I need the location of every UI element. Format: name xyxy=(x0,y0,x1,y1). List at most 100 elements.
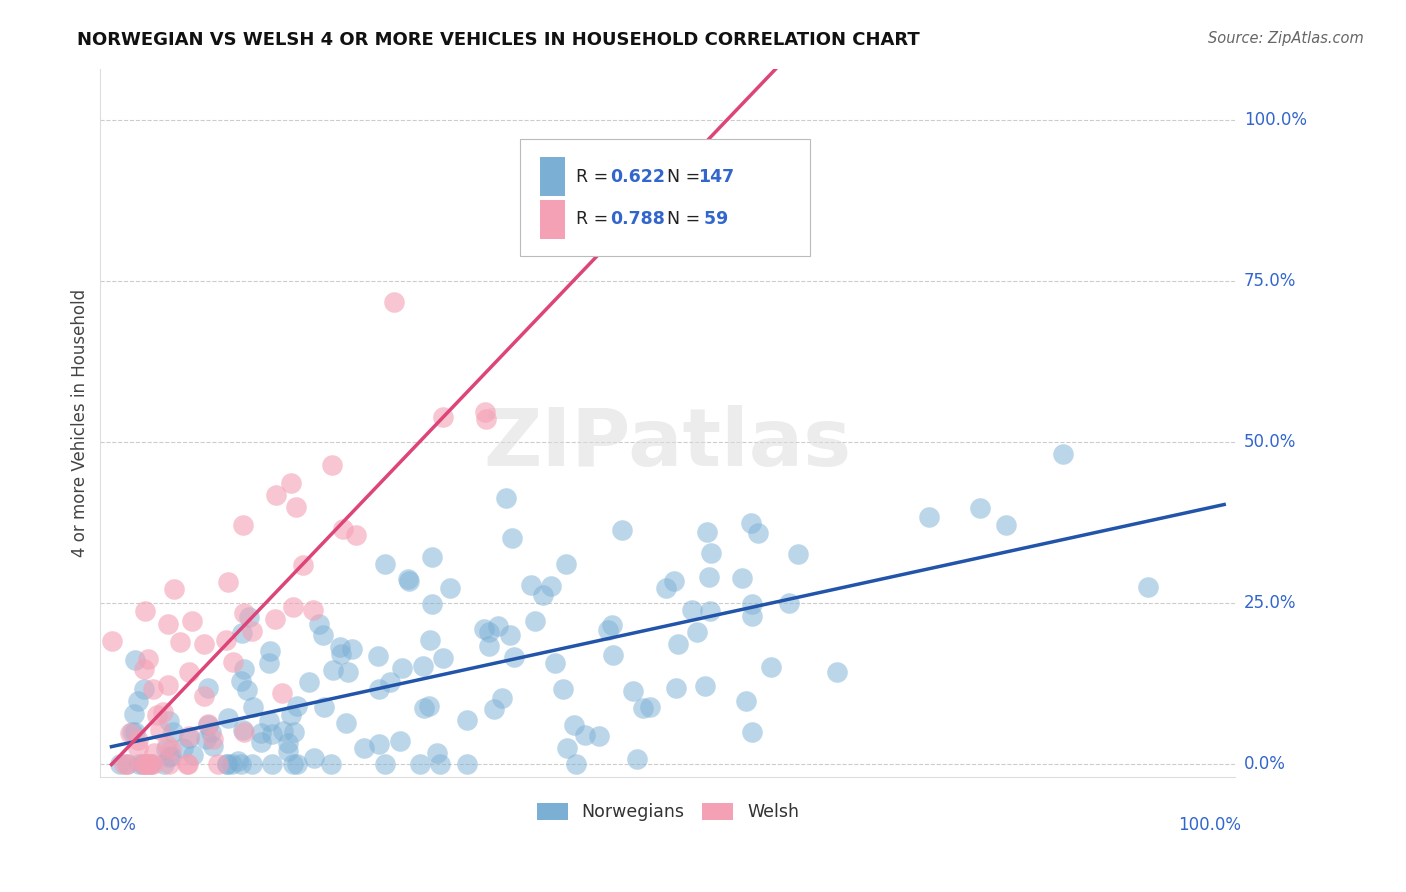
Point xyxy=(759,660,782,674)
Point xyxy=(332,522,354,536)
Point xyxy=(374,756,396,771)
Point xyxy=(177,729,200,743)
Point xyxy=(335,716,357,731)
Point xyxy=(179,665,201,680)
Point xyxy=(157,756,180,771)
Point xyxy=(1136,581,1159,595)
Point xyxy=(321,756,343,771)
Point xyxy=(157,714,180,728)
Point xyxy=(121,724,143,739)
Point xyxy=(118,726,141,740)
Point xyxy=(412,701,434,715)
Point xyxy=(277,744,299,758)
Point xyxy=(108,756,131,771)
Point xyxy=(128,756,150,771)
Point xyxy=(200,724,222,739)
Point xyxy=(322,663,344,677)
Point xyxy=(456,756,478,771)
Point xyxy=(240,624,263,638)
Point xyxy=(207,756,229,771)
Point xyxy=(201,739,224,753)
Point xyxy=(183,747,205,762)
Point xyxy=(139,756,162,771)
Point xyxy=(195,731,218,746)
Text: 25.0%: 25.0% xyxy=(1244,594,1296,612)
Point xyxy=(124,653,146,667)
Point xyxy=(389,734,412,748)
Point xyxy=(231,673,253,688)
Point xyxy=(135,756,157,771)
Point xyxy=(747,526,769,541)
Point xyxy=(146,708,169,723)
Point xyxy=(681,603,703,617)
Point xyxy=(918,510,941,524)
Point xyxy=(408,756,430,771)
Point xyxy=(419,633,441,648)
Point xyxy=(139,756,162,771)
Point xyxy=(156,739,179,753)
Text: R =: R = xyxy=(576,168,613,186)
Point xyxy=(257,714,280,728)
Point xyxy=(302,751,325,765)
Point xyxy=(134,756,156,771)
FancyBboxPatch shape xyxy=(520,139,810,256)
Point xyxy=(285,699,308,714)
Point xyxy=(367,648,389,663)
Point xyxy=(626,752,648,766)
Point xyxy=(155,742,177,756)
Text: 147: 147 xyxy=(699,168,734,186)
Text: 50.0%: 50.0% xyxy=(1244,433,1296,450)
Point xyxy=(598,623,620,637)
Point xyxy=(700,546,723,560)
Text: 0.622: 0.622 xyxy=(610,168,665,186)
Point xyxy=(280,476,302,491)
Text: 75.0%: 75.0% xyxy=(1244,272,1296,290)
Point xyxy=(179,731,201,745)
Point xyxy=(157,750,180,764)
Point xyxy=(162,724,184,739)
Point xyxy=(127,740,149,755)
Point xyxy=(398,574,420,588)
Point xyxy=(329,648,352,662)
Point xyxy=(134,681,156,696)
Text: 0.0%: 0.0% xyxy=(94,815,136,833)
Point xyxy=(432,650,454,665)
Point xyxy=(540,579,562,593)
Point xyxy=(495,491,517,505)
Point xyxy=(172,741,194,756)
Point xyxy=(456,713,478,727)
Point xyxy=(432,410,454,425)
Point xyxy=(697,570,720,584)
Point xyxy=(531,588,554,602)
Point xyxy=(139,756,162,771)
Point xyxy=(491,690,513,705)
Point xyxy=(621,683,644,698)
Point xyxy=(735,694,758,708)
Point xyxy=(127,733,149,747)
Point xyxy=(420,549,443,564)
Point xyxy=(285,756,308,771)
Point xyxy=(249,725,271,739)
Point xyxy=(368,737,391,751)
Point xyxy=(420,597,443,611)
Point xyxy=(602,648,624,663)
Point xyxy=(193,689,215,703)
Point xyxy=(262,727,284,741)
Point xyxy=(482,702,505,716)
Point xyxy=(222,655,245,669)
Point xyxy=(553,682,575,697)
Point xyxy=(142,746,165,760)
Point xyxy=(367,681,389,696)
Point xyxy=(298,675,321,690)
Point xyxy=(201,731,224,746)
Point xyxy=(741,597,763,611)
Point xyxy=(418,698,440,713)
Point xyxy=(232,724,254,739)
Point xyxy=(277,736,299,750)
Point xyxy=(156,678,179,692)
Point xyxy=(134,604,156,618)
Point xyxy=(426,746,449,760)
Point xyxy=(232,723,254,738)
Point xyxy=(271,724,294,739)
Point xyxy=(285,500,308,514)
